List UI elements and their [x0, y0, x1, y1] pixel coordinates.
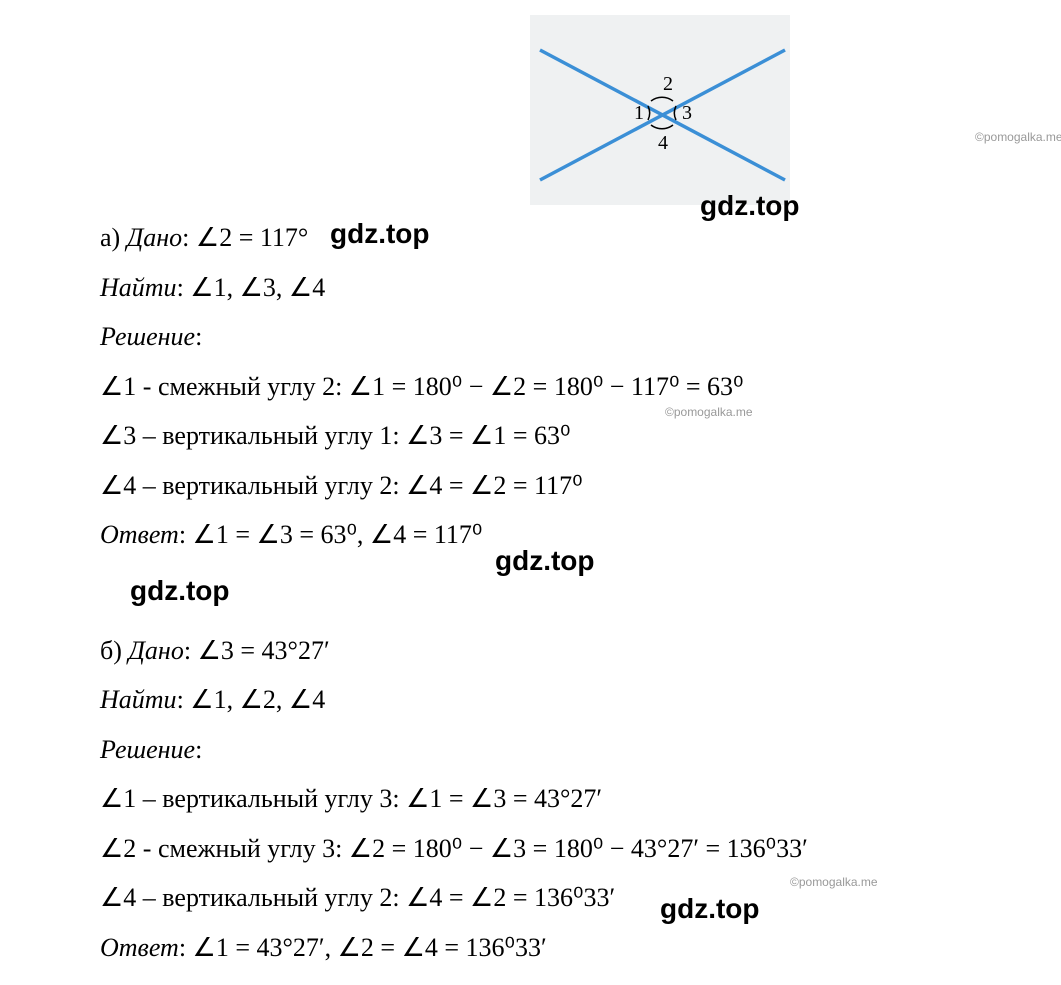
part-a-naiti: Найти: ∠1, ∠3, ∠4	[100, 265, 1050, 311]
dano-value-a: ∠2 = 117°	[196, 223, 308, 252]
part-b-dano: б) Дано: ∠3 = 43°27′	[100, 628, 1050, 674]
part-b-line3: ∠4 – вертикальный углу 2: ∠4 = ∠2 = 136⁰…	[100, 875, 1050, 921]
part-b-line1: ∠1 – вертикальный углу 3: ∠1 = ∠3 = 43°2…	[100, 776, 1050, 822]
reshenie-label-a: Решение	[100, 322, 195, 351]
prefix-b: б)	[100, 636, 128, 665]
part-a-dano: а) Дано: ∠2 = 117°	[100, 215, 1050, 261]
dano-value-b: ∠3 = 43°27′	[198, 636, 330, 665]
svg-text:2: 2	[663, 73, 673, 95]
copyright-watermark-1: ©pomogalka.me	[975, 130, 1061, 144]
part-b-otvet: Ответ: ∠1 = 43°27′, ∠2 = ∠4 = 136⁰33′	[100, 925, 1050, 971]
otvet-value-a: ∠1 = ∠3 = 63⁰, ∠4 = 117⁰	[193, 520, 483, 549]
svg-text:3: 3	[682, 102, 692, 124]
naiti-label-b: Найти	[100, 685, 177, 714]
naiti-value-b: ∠1, ∠2, ∠4	[190, 685, 325, 714]
part-b-reshenie: Решение:	[100, 727, 1050, 773]
otvet-label-b: Ответ	[100, 933, 179, 962]
otvet-value-b: ∠1 = 43°27′, ∠2 = ∠4 = 136⁰33′	[193, 933, 547, 962]
svg-text:4: 4	[658, 132, 668, 154]
part-b-naiti: Найти: ∠1, ∠2, ∠4	[100, 677, 1050, 723]
part-a-otvet: Ответ: ∠1 = ∠3 = 63⁰, ∠4 = 117⁰	[100, 512, 1050, 558]
part-a-reshenie: Решение:	[100, 314, 1050, 360]
part-b-line2: ∠2 - смежный углу 3: ∠2 = 180⁰ − ∠3 = 18…	[100, 826, 1050, 872]
naiti-value-a: ∠1, ∠3, ∠4	[190, 273, 325, 302]
part-a-line2: ∠3 – вертикальный углу 1: ∠3 = ∠1 = 63⁰	[100, 413, 1050, 459]
part-b-section: б) Дано: ∠3 = 43°27′ Найти: ∠1, ∠2, ∠4 Р…	[100, 628, 1050, 971]
dano-label-a: Дано	[127, 223, 182, 252]
diagram-svg: 1 2 3 4	[530, 15, 790, 205]
intersecting-lines-diagram: 1 2 3 4	[530, 15, 790, 205]
prefix-a: а)	[100, 223, 127, 252]
otvet-label-a: Ответ	[100, 520, 179, 549]
reshenie-label-b: Решение	[100, 735, 195, 764]
part-a-line3: ∠4 – вертикальный углу 2: ∠4 = ∠2 = 117⁰	[100, 463, 1050, 509]
solution-content: а) Дано: ∠2 = 117° Найти: ∠1, ∠3, ∠4 Реш…	[100, 215, 1050, 974]
dano-label-b: Дано	[128, 636, 183, 665]
svg-text:1: 1	[634, 102, 644, 124]
part-a-line1: ∠1 - смежный углу 2: ∠1 = 180⁰ − ∠2 = 18…	[100, 364, 1050, 410]
naiti-label-a: Найти	[100, 273, 177, 302]
